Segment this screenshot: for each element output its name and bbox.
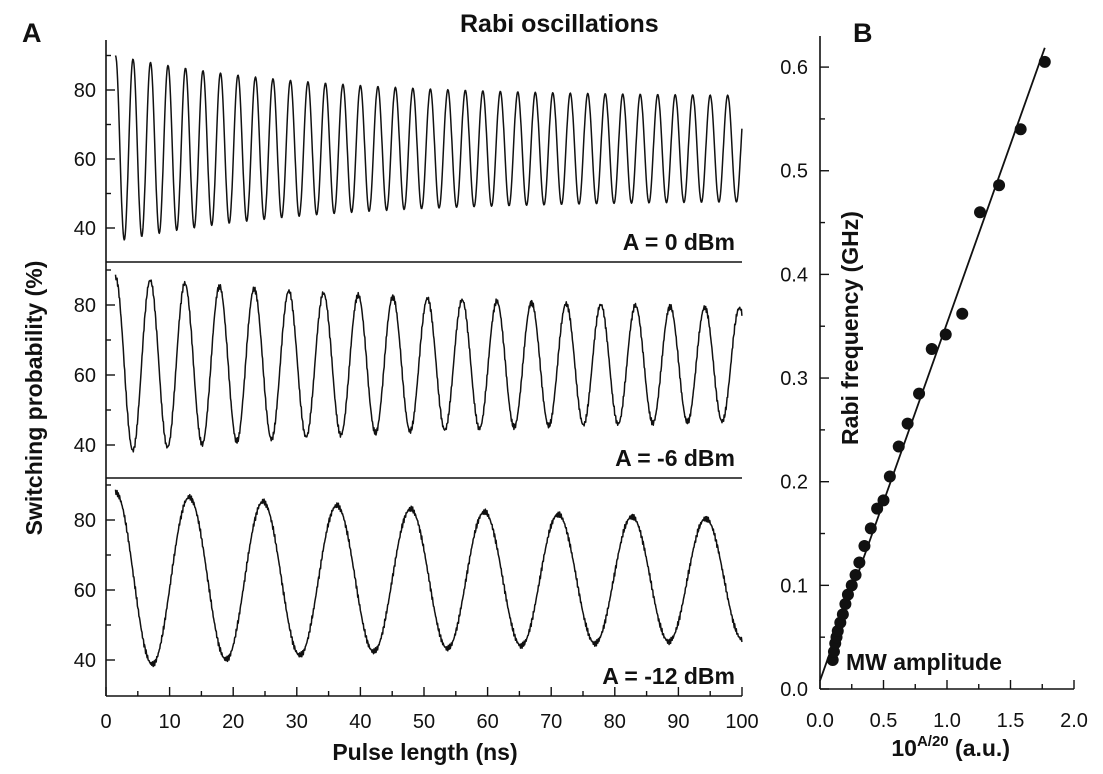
panel-b: 0.0 0.1 0.2 0.3 0.4 0.5 0.6 0.0 0.5 1.0 1.5 2.0 Rab… (780, 36, 1088, 761)
panel-b-point (871, 502, 884, 515)
panel-a-letter: A (22, 18, 42, 48)
panel-a-x-tick-label: 70 (540, 711, 562, 733)
panel-b-axes: 0.0 0.1 0.2 0.3 0.4 0.5 0.6 0.0 0.5 1.0 1.5 2.0 (780, 36, 1088, 732)
panel-b-y-tick-label: 0.6 (780, 57, 808, 79)
panel-b-points (826, 55, 1051, 666)
subplot-1-y-tick-label: 80 (74, 295, 96, 317)
panel-b-point (883, 470, 896, 483)
subplot-1-trace (114, 274, 743, 453)
panel-a-x-axis-title: Pulse length (ns) (332, 739, 517, 765)
panel-b-point (858, 539, 871, 552)
panel-b-x-axis-title: 10A/20 (a.u.) (891, 733, 1010, 761)
panel-b-y-axis-title: Rabi frequency (GHz) (837, 211, 863, 445)
panel-b-point (864, 522, 877, 535)
panel-a: 40 60 80 A = 0 dBm 40 60 80 A = -6 dBm 40 60 80 A… (21, 40, 759, 765)
panel-a-y-axis-title: Switching probability (%) (21, 261, 47, 536)
panel-b-point (974, 206, 987, 219)
panel-b-x-axis-base: 10 (891, 735, 917, 761)
subplot-0-y-tick-label: 40 (74, 218, 96, 240)
panel-b-point (956, 307, 969, 320)
panel-b-x-tick-label: 1.5 (997, 710, 1025, 732)
panel-b-point (892, 440, 905, 453)
panel-b-y-tick-label: 0.3 (780, 368, 808, 390)
panel-b-annotation: MW amplitude (846, 649, 1002, 675)
panel-a-x-tick-label: 50 (413, 711, 435, 733)
subplot-0-y-tick-label: 60 (74, 149, 96, 171)
panel-a-x-tick-label: 30 (286, 711, 308, 733)
panel-b-point (925, 343, 938, 356)
panel-b-point (993, 179, 1006, 192)
panel-b-y-tick-label: 0.2 (780, 472, 808, 494)
subplot-2-y-tick-label: 40 (74, 650, 96, 672)
panel-b-letter: B (853, 18, 873, 48)
panel-a-x-tick-label: 90 (667, 711, 689, 733)
subplot-0-label: A = 0 dBm (623, 229, 735, 255)
panel-a-x-axis: 0 10 20 30 40 50 60 70 80 90 100 (100, 687, 759, 733)
panel-b-y-tick-label: 0.1 (780, 575, 808, 597)
subplot-minus-6-dbm: 40 60 80 A = -6 dBm (74, 262, 743, 479)
panel-b-point (836, 608, 849, 621)
panel-a-x-tick-label: 100 (725, 711, 758, 733)
panel-b-y-tick-label: 0.0 (780, 679, 808, 701)
panel-b-x-axis-sup: A/20 (917, 733, 949, 750)
subplot-2-y-tick-label: 80 (74, 510, 96, 532)
panel-a-x-tick-label: 10 (158, 711, 180, 733)
panel-a-x-tick-label: 60 (476, 711, 498, 733)
panel-b-point (841, 588, 854, 601)
subplot-1-y-tick-label: 60 (74, 365, 96, 387)
subplot-1-y-tick-label: 40 (74, 435, 96, 457)
panel-b-point (939, 328, 952, 341)
panel-b-point (877, 494, 890, 507)
panel-b-point (839, 598, 852, 611)
panel-b-point (901, 417, 914, 430)
subplot-0-dbm: 40 60 80 A = 0 dBm (74, 40, 743, 263)
subplot-2-trace (114, 489, 743, 668)
panel-b-point (849, 568, 862, 581)
panel-b-x-axis-suffix: (a.u.) (949, 735, 1010, 761)
panel-b-point (845, 579, 858, 592)
panel-b-point (913, 387, 926, 400)
panel-b-x-tick-label: 0.0 (806, 710, 834, 732)
panel-a-x-tick-label: 40 (349, 711, 371, 733)
panel-b-y-tick-label: 0.5 (780, 161, 808, 183)
subplot-minus-12-dbm: 40 60 80 A = -12 dBm (74, 478, 743, 697)
subplot-0-y-tick-label: 80 (74, 80, 96, 102)
panel-b-x-tick-label: 1.0 (933, 710, 961, 732)
figure-title: Rabi oscillations (460, 10, 659, 38)
panel-a-x-tick-label: 20 (222, 711, 244, 733)
subplot-1-label: A = -6 dBm (615, 445, 735, 471)
panel-b-x-tick-label: 2.0 (1060, 710, 1088, 732)
panel-a-x-tick-label: 80 (604, 711, 626, 733)
subplot-2-label: A = -12 dBm (602, 663, 735, 689)
panel-b-point (1038, 55, 1051, 68)
panel-b-point (1014, 123, 1027, 136)
panel-b-y-tick-label: 0.4 (780, 264, 808, 286)
subplot-0-trace (114, 55, 743, 241)
panel-b-x-tick-label: 0.5 (870, 710, 898, 732)
subplot-2-y-tick-label: 60 (74, 580, 96, 602)
panel-b-point (853, 556, 866, 569)
panel-a-x-tick-label: 0 (100, 711, 111, 733)
